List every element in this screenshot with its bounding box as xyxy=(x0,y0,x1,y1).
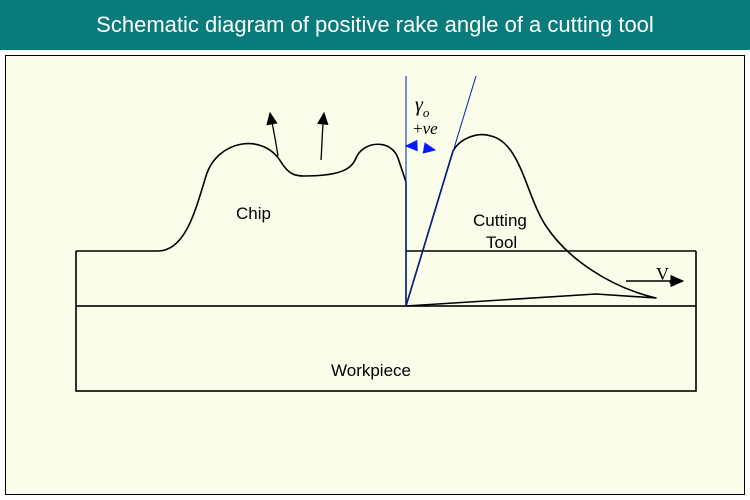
ve-text: ve xyxy=(423,119,438,138)
diagram-canvas: Chip Cutting Tool Workpiece γo +ve Vc xyxy=(5,55,745,495)
chip-label: Chip xyxy=(236,204,271,224)
cutting-tool-label-line2: Tool xyxy=(486,233,517,253)
diagram-container: Schematic diagram of positive rake angle… xyxy=(0,0,750,500)
rake-angle-symbol: γo xyxy=(415,94,429,119)
ve-sign: + xyxy=(413,119,423,138)
cutting-tool-label-line1: Cutting xyxy=(473,211,527,231)
title-bar: Schematic diagram of positive rake angle… xyxy=(0,0,750,50)
cutting-velocity-label: Vc xyxy=(656,264,674,288)
positive-ve-label: +ve xyxy=(413,119,438,139)
title-text: Schematic diagram of positive rake angle… xyxy=(96,12,654,38)
gamma-char: γ xyxy=(415,94,423,116)
workpiece-label: Workpiece xyxy=(331,361,411,381)
vc-v: V xyxy=(656,264,669,284)
diagram-svg xyxy=(6,56,746,496)
vc-c: c xyxy=(669,273,674,287)
